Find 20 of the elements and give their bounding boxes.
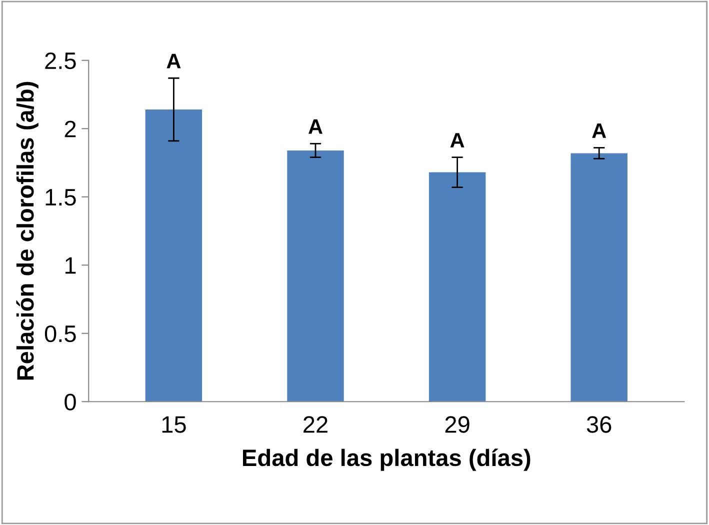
x-axis-title: Edad de las plantas (días) (243, 448, 530, 471)
y-tick-label: 0.5 (44, 325, 76, 342)
y-tick-label: 2 (64, 120, 76, 138)
bar (287, 150, 344, 402)
x-tick-label: 29 (445, 416, 470, 433)
bar (145, 110, 202, 402)
annotation: A (592, 124, 606, 138)
y-tick-label: 1.5 (46, 189, 76, 206)
annotation: A (166, 54, 181, 68)
annotation: A (450, 133, 464, 148)
y-tick-label: 2.5 (45, 52, 76, 70)
annotation: A (308, 119, 322, 134)
x-tick-label: 36 (586, 416, 612, 433)
bar (428, 172, 486, 402)
y-axis-title: Relación de clorofilas (a/b) (16, 82, 38, 380)
y-tick-label: 0 (64, 394, 76, 410)
x-tick-label: 15 (162, 416, 186, 433)
x-tick-label: 22 (304, 416, 328, 433)
y-tick-label: 1 (65, 257, 76, 274)
bar (570, 153, 628, 402)
